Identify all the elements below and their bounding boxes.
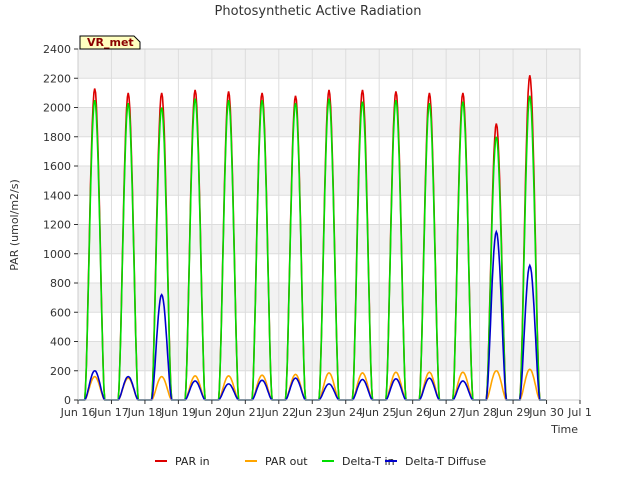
site-label: VR_met [87, 36, 134, 49]
y-axis-label: PAR (umol/m2/s) [8, 179, 21, 271]
x-tick-label: Jun 30 [528, 406, 564, 419]
y-tick-label: 1800 [43, 131, 71, 144]
y-tick-label: 600 [50, 306, 71, 319]
plot-band [78, 166, 580, 196]
legend-label: PAR out [265, 455, 308, 468]
x-tick-label: Jun 23 [294, 406, 330, 419]
plot-band [78, 195, 580, 225]
plot-band [78, 370, 580, 400]
x-tick-label: Jun 20 [194, 406, 230, 419]
y-tick-label: 1600 [43, 160, 71, 173]
x-tick-label: Jun 16 [60, 406, 96, 419]
y-tick-label: 2200 [43, 72, 71, 85]
x-tick-label: Jun 19 [160, 406, 196, 419]
plot-band [78, 136, 580, 166]
plot-band [78, 224, 580, 254]
y-axis-ticks: 0 200 400 600 800 1000 1200 1400 1600 1800 2000 220… [43, 43, 78, 407]
x-tick-label: Jun 24 [327, 406, 363, 419]
x-tick-label: Jun 18 [127, 406, 163, 419]
x-tick-label: Jun 22 [260, 406, 296, 419]
chart-title: Photosynthetic Active Radiation [215, 4, 422, 19]
plot-bands [78, 49, 580, 400]
y-tick-label: 200 [50, 365, 71, 378]
legend-label: Delta-T in [342, 455, 395, 468]
plot-band [78, 107, 580, 137]
y-tick-label: 2000 [43, 102, 71, 115]
plot-band [78, 312, 580, 342]
x-tick-label: Jun 17 [93, 406, 129, 419]
x-tick-label: Jul 1 [567, 406, 592, 419]
plot-band [78, 253, 580, 283]
plot-band [78, 283, 580, 313]
x-tick-label: Jun 26 [394, 406, 430, 419]
x-tick-label: Jun 29 [495, 406, 531, 419]
site-label-box: VR_met [79, 35, 141, 50]
plot-band [78, 341, 580, 371]
x-tick-label: Jun 25 [361, 406, 397, 419]
y-tick-label: 2400 [43, 43, 71, 56]
plot-band [78, 49, 580, 79]
x-tick-label: Jun 28 [461, 406, 497, 419]
y-tick-label: 800 [50, 277, 71, 290]
x-axis-label: Time [550, 423, 578, 436]
y-tick-label: 0 [64, 394, 71, 407]
x-tick-label: Jun 27 [428, 406, 464, 419]
y-tick-label: 1400 [43, 189, 71, 202]
y-tick-label: 1000 [43, 248, 71, 261]
legend-label: PAR in [175, 455, 210, 468]
y-tick-label: 1200 [43, 219, 71, 232]
x-tick-label: Jun 21 [227, 406, 263, 419]
legend: PAR in PAR out Delta-T in Delta-T Diffuse [155, 455, 486, 468]
legend-label: Delta-T Diffuse [405, 455, 486, 468]
y-tick-label: 400 [50, 336, 71, 349]
